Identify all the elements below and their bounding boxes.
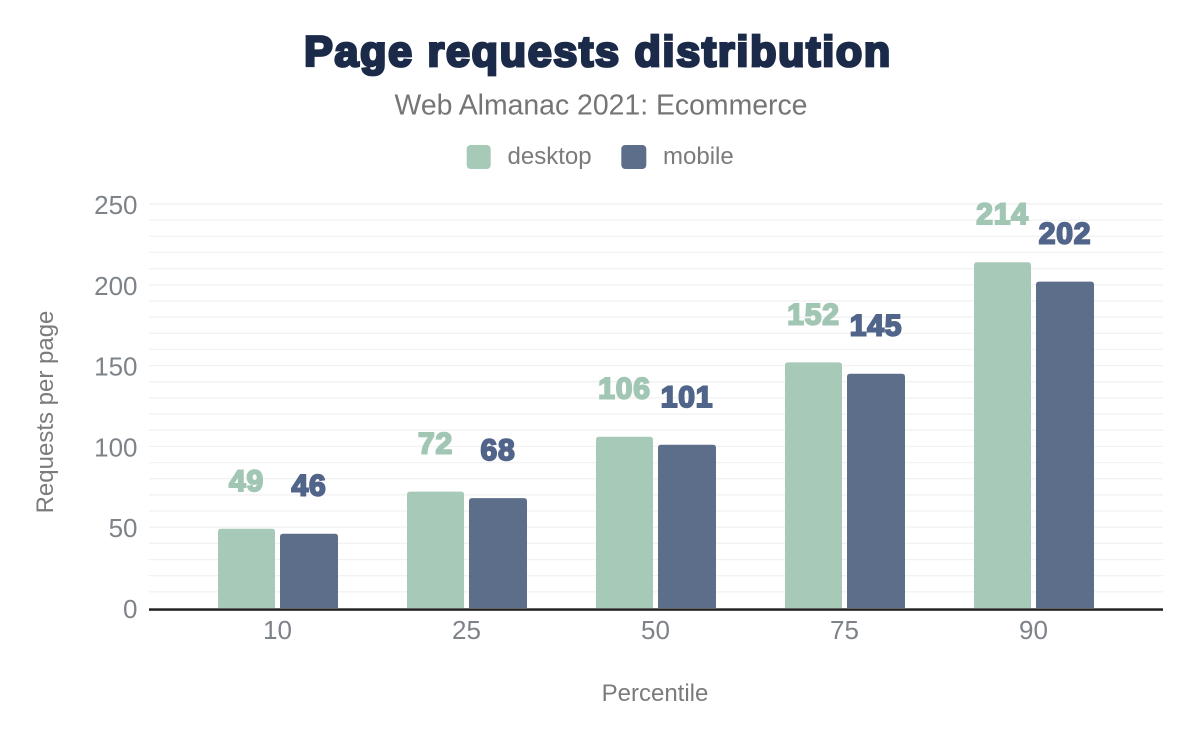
svg-text:72: 72 [418,428,453,461]
svg-text:mobile: mobile [663,143,734,170]
svg-text:152: 152 [787,298,839,331]
svg-text:Percentile: Percentile [602,680,709,707]
svg-text:25: 25 [452,615,481,645]
svg-text:202: 202 [1039,218,1091,251]
svg-text:50: 50 [641,615,670,645]
svg-text:Web Almanac 2021: Ecommerce: Web Almanac 2021: Ecommerce [395,90,808,122]
svg-text:150: 150 [94,352,137,382]
svg-text:Page requests distribution: Page requests distribution [304,28,892,76]
svg-text:90: 90 [1019,615,1048,645]
svg-text:68: 68 [481,434,516,467]
svg-text:106: 106 [598,373,650,406]
svg-text:0: 0 [123,594,137,624]
svg-text:46: 46 [292,470,327,503]
svg-text:100: 100 [94,432,137,462]
svg-text:200: 200 [94,271,137,301]
svg-text:75: 75 [830,615,859,645]
svg-text:214: 214 [976,198,1028,231]
svg-text:desktop: desktop [508,143,592,170]
svg-text:49: 49 [229,465,264,498]
svg-text:50: 50 [109,513,138,543]
svg-text:250: 250 [94,190,137,220]
svg-text:Requests per page: Requests per page [32,311,59,514]
svg-text:101: 101 [661,381,713,414]
svg-text:145: 145 [850,310,902,343]
svg-text:10: 10 [263,615,292,645]
